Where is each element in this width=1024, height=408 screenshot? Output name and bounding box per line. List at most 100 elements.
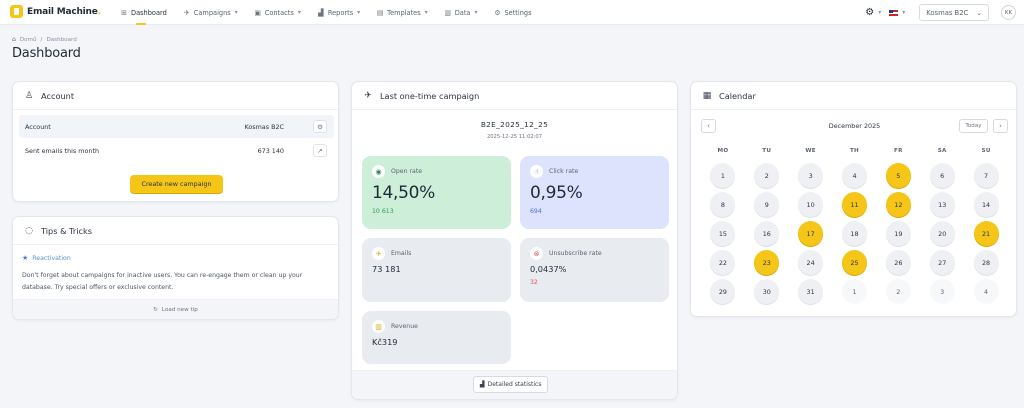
calendar-day[interactable]: 9 (754, 192, 780, 217)
calendar-day-cell: 1 (701, 163, 745, 189)
calendar-day[interactable]: 6 (929, 163, 955, 188)
weekday-label: TH (849, 148, 860, 154)
header-tools: ⚙ ▾ ▾ Kosmas B2C ⌄ KK (865, 3, 1016, 22)
nav-contacts[interactable]: ▣ Contacts ▾ (246, 0, 309, 25)
calendar-day-next-month[interactable]: 4 (973, 279, 999, 304)
campaign-datetime: 2025-12-25 11:02:07 (486, 134, 543, 140)
calendar-day-cell: 13 (920, 192, 964, 218)
calendar-day[interactable]: 3 (798, 163, 824, 188)
calendar-day[interactable]: 31 (798, 279, 824, 304)
chevron-down-icon: ▾ (878, 9, 882, 16)
calendar-day-cell: 3 (789, 163, 833, 189)
weekday-label: SU (981, 148, 991, 154)
campaign-footer: ▟ Detailed statistics (352, 370, 677, 399)
calendar-day-with-campaign[interactable]: 12 (885, 192, 911, 217)
grid-icon: ⊞ (121, 8, 127, 17)
weekday-label: MO (717, 148, 729, 154)
tip-text: Don't forget about campaigns for inactiv… (22, 272, 303, 291)
chevron-down-icon: ▾ (297, 9, 301, 16)
detailed-statistics-button[interactable]: ▟ Detailed statistics (473, 376, 549, 393)
calendar-day[interactable]: 30 (754, 279, 780, 304)
calendar-day[interactable]: 14 (973, 192, 999, 217)
calendar-day-cell: 11 (833, 192, 877, 218)
nav-templates[interactable]: ▤ Templates ▾ (368, 0, 436, 25)
calendar-day-cell: 15 (701, 221, 745, 247)
account-settings-button[interactable]: ⚙ (313, 120, 327, 133)
refresh-icon: ↻ (153, 306, 158, 313)
nav-label: Dashboard (131, 8, 167, 17)
app-logo[interactable]: Email Machine. (10, 5, 101, 18)
button-label: Detailed statistics (487, 381, 542, 388)
nav-dashboard[interactable]: ⊞ Dashboard (112, 0, 175, 25)
account-select[interactable]: Kosmas B2C ⌄ (919, 4, 989, 21)
sent-emails-chart-button[interactable]: ↗ (313, 144, 327, 157)
user-avatar[interactable]: KK (1001, 5, 1016, 20)
logo-icon (10, 5, 23, 18)
calendar-day[interactable]: 20 (929, 221, 955, 246)
calendar-day[interactable]: 22 (710, 250, 736, 275)
calendar-day-with-campaign[interactable]: 11 (841, 192, 867, 217)
breadcrumb-home[interactable]: Domů (19, 36, 37, 43)
calendar-day[interactable]: 28 (973, 250, 999, 275)
card-title: Account (41, 90, 75, 101)
load-new-tip-button[interactable]: ↻ Load new tip (13, 299, 338, 319)
calendar-day-next-month[interactable]: 2 (885, 279, 911, 304)
nav-label: Data (454, 8, 471, 17)
calendar-day[interactable]: 7 (973, 163, 999, 188)
calendar-day-cell: 4 (964, 279, 1008, 305)
calendar-day-cell: 1 (833, 279, 877, 305)
calendar-day[interactable]: 18 (841, 221, 867, 246)
stat-label: Open rate (391, 168, 423, 175)
campaign-name[interactable]: B2E_2025_12_25 (480, 120, 549, 129)
calendar-day[interactable]: 24 (798, 250, 824, 275)
create-campaign-button[interactable]: Create new campaign (130, 175, 223, 193)
nav-label: Templates (387, 8, 421, 17)
chevron-down-icon: ▾ (234, 9, 238, 16)
prev-month-button[interactable]: ‹ (701, 119, 716, 133)
calendar-day[interactable]: 29 (710, 279, 736, 304)
row-value: Kosmas B2C (244, 122, 284, 131)
chevron-down-icon: ⌄ (976, 8, 982, 17)
nav-reports[interactable]: ▟ Reports ▾ (309, 0, 368, 25)
eye-icon: ◉ (372, 165, 385, 178)
calendar-day[interactable]: 2 (754, 163, 780, 188)
unsubscribe-icon: ⊗ (530, 247, 543, 260)
logo-dot: . (97, 6, 101, 17)
account-row: Account Kosmas B2C ⚙ (19, 115, 334, 138)
bar-chart-icon: ▟ (318, 8, 324, 17)
calendar-day-cell: 8 (701, 192, 745, 218)
calendar-day-with-campaign[interactable]: 25 (841, 250, 867, 275)
settings-dropdown[interactable]: ⚙ ▾ (865, 7, 881, 18)
calendar-day-with-campaign[interactable]: 5 (885, 163, 911, 188)
nav-campaigns[interactable]: ✈ Campaigns ▾ (175, 0, 246, 25)
lightbulb-icon: ◌ (25, 225, 33, 236)
calendar-day[interactable]: 26 (885, 250, 911, 275)
bar-chart-icon: ▟ (480, 381, 485, 388)
calendar-day[interactable]: 1 (710, 163, 736, 188)
calendar-day-with-campaign[interactable]: 21 (973, 221, 999, 246)
main-nav: ⊞ Dashboard ✈ Campaigns ▾ ▣ Contacts ▾ ▟… (112, 0, 540, 25)
next-month-button[interactable]: › (993, 119, 1008, 133)
calendar-day-next-month[interactable]: 1 (841, 279, 867, 304)
today-button[interactable]: Today (959, 119, 988, 133)
calendar-day-cell: 12 (876, 192, 920, 218)
calendar-day[interactable]: 27 (929, 250, 955, 275)
pointer-icon: ☝ (530, 165, 543, 178)
calendar-day[interactable]: 15 (710, 221, 736, 246)
calendar-day[interactable]: 16 (754, 221, 780, 246)
home-icon: ⌂ (12, 36, 16, 43)
calendar-day[interactable]: 10 (798, 192, 824, 217)
account-card: ♙ Account Account Kosmas B2C ⚙ Sent emai… (12, 81, 339, 202)
calendar-day-with-campaign[interactable]: 23 (754, 250, 780, 275)
nav-settings[interactable]: ⚙ Settings (485, 0, 539, 25)
stat-label: Unsubscribe rate (549, 250, 602, 257)
language-dropdown[interactable]: ▾ (889, 9, 905, 16)
calendar-day[interactable]: 13 (929, 192, 955, 217)
nav-data[interactable]: ▥ Data ▾ (436, 0, 486, 25)
calendar-day-with-campaign[interactable]: 17 (798, 221, 824, 246)
calendar-day[interactable]: 8 (710, 192, 736, 217)
calendar-day[interactable]: 4 (841, 163, 867, 188)
calendar-day[interactable]: 19 (885, 221, 911, 246)
calendar-day-cell: 26 (876, 250, 920, 276)
calendar-day-next-month[interactable]: 3 (929, 279, 955, 304)
